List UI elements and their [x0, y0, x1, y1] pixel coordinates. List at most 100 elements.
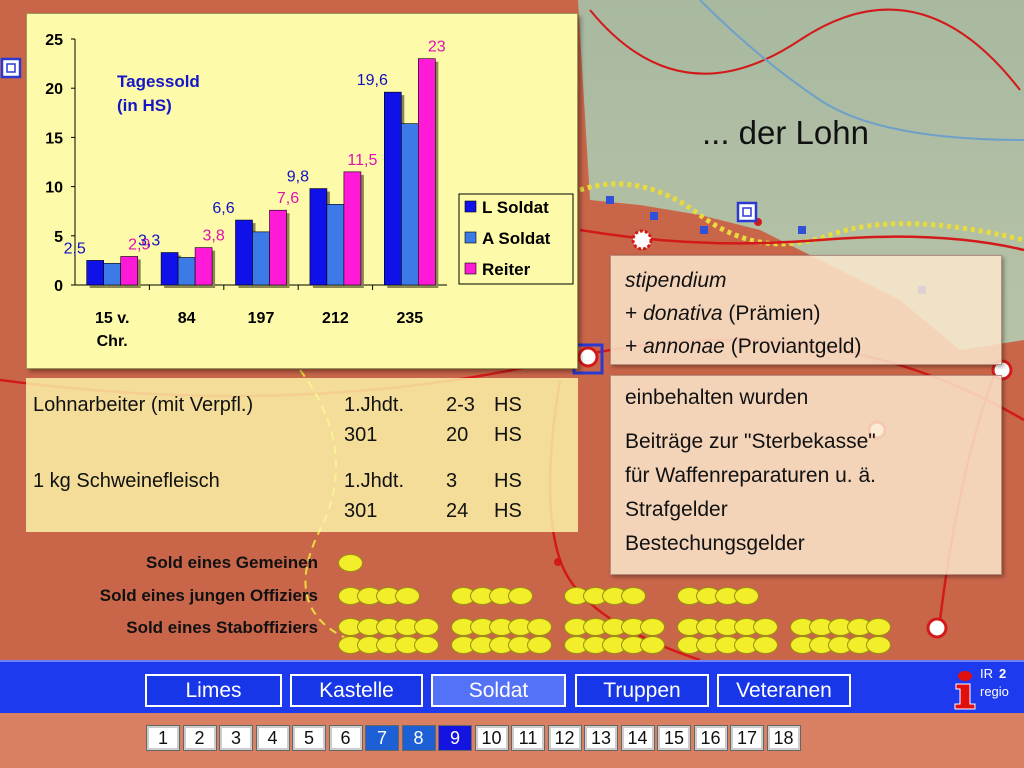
- bar-a-soldat: [103, 263, 121, 286]
- bar-l-soldat: [383, 91, 402, 286]
- plus-sign: +: [625, 335, 644, 358]
- data-label: 23: [428, 39, 446, 56]
- legend-label: Reiter: [482, 260, 531, 279]
- pay-label-junior-officer: Sold eines jungen Offiziers: [99, 586, 318, 605]
- bar-reiter: [343, 171, 362, 286]
- y-tick-label: 0: [54, 278, 63, 295]
- gold-coin-icon: [395, 587, 420, 605]
- page-button-12[interactable]: 12: [547, 725, 582, 751]
- page-button-15[interactable]: 15: [657, 725, 691, 751]
- nav-tab-soldat[interactable]: Soldat: [431, 674, 566, 707]
- table-cell-amount: 3: [446, 470, 458, 492]
- page-button-1[interactable]: 1: [146, 725, 180, 751]
- stipendium-term: stipendium: [625, 269, 727, 292]
- bar-l-soldat: [160, 252, 179, 286]
- gold-coin-icon: [866, 618, 891, 636]
- x-tick-label: 84: [178, 310, 196, 327]
- data-label: 2,9: [128, 236, 150, 253]
- gold-coin-icon: [640, 636, 665, 654]
- table-cell-unit: HS: [494, 470, 522, 492]
- logo-regio: regio: [980, 684, 1009, 699]
- y-tick-label: 10: [45, 180, 63, 197]
- donativa-term: donativa: [643, 302, 723, 325]
- bar-reiter: [120, 256, 138, 286]
- bar-a-soldat: [252, 231, 270, 286]
- page-button-6[interactable]: 6: [328, 725, 363, 751]
- x-tick-label: 15 v.: [95, 310, 129, 327]
- page-button-8[interactable]: 8: [401, 725, 436, 751]
- page-button-2[interactable]: 2: [182, 725, 217, 751]
- page-button-5[interactable]: 5: [292, 725, 326, 751]
- gold-coin-icon: [527, 618, 552, 636]
- income-line-2: + donativa (Prämien): [625, 297, 1001, 330]
- gold-coin-icon: [414, 636, 439, 654]
- chart-title-bg: [113, 67, 241, 123]
- data-label: 3,8: [202, 228, 224, 245]
- nav-tab-veteranen[interactable]: Veteranen: [717, 674, 851, 707]
- annonae-term: annonae: [643, 335, 725, 358]
- gold-coin-icon: [640, 618, 665, 636]
- legend-swatch: [464, 231, 477, 244]
- page-button-4[interactable]: 4: [255, 725, 290, 751]
- data-label: 7,6: [277, 190, 299, 207]
- bar-a-soldat: [400, 123, 419, 286]
- table-cell-unit: HS: [494, 394, 522, 416]
- page-strip: 1 2 3 4 5 6 7 8 9 10 11 12 13 14 15 16 17 18: [0, 713, 1024, 768]
- page-button-3[interactable]: 3: [219, 725, 253, 751]
- y-tick-label: 5: [54, 229, 63, 246]
- chart-title: (in HS): [117, 96, 172, 115]
- nav-tab-truppen[interactable]: Truppen: [575, 674, 709, 707]
- gold-coin-icon: [338, 554, 363, 572]
- legend-label: L Soldat: [482, 198, 549, 217]
- data-label: 9,8: [287, 169, 309, 186]
- y-tick-label: 25: [45, 32, 63, 49]
- plus-sign: +: [625, 302, 644, 325]
- legend-label: A Soldat: [482, 229, 551, 248]
- nav-bar: Limes Kastelle Soldat Truppen Veteranen: [0, 660, 1024, 713]
- y-tick-label: 20: [45, 81, 63, 98]
- x-tick-label: 197: [248, 310, 275, 327]
- page-button-18[interactable]: 18: [766, 725, 801, 751]
- deductions-info-box: einbehalten wurden Beiträge zur "Sterbek…: [610, 375, 1002, 575]
- x-tick-label: 235: [396, 310, 423, 327]
- page-button-7[interactable]: 7: [365, 725, 399, 751]
- info-logo-icon[interactable]: [952, 670, 978, 710]
- table-cell-period: 301: [344, 424, 378, 446]
- data-label: 3,3: [138, 233, 160, 250]
- income-line-1: stipendium: [625, 264, 1001, 297]
- page-button-13[interactable]: 13: [584, 725, 618, 751]
- page-button-17[interactable]: 17: [730, 725, 764, 751]
- income-line-3: + annonae (Proviantgeld): [625, 330, 1001, 363]
- bar-a-soldat: [326, 204, 345, 286]
- x-tick-label: 212: [322, 310, 349, 327]
- page-button-16[interactable]: 16: [693, 725, 728, 751]
- chart-title: Tagessold: [117, 72, 200, 91]
- nav-tab-limes[interactable]: Limes: [145, 674, 282, 707]
- chart-legend: [458, 193, 574, 285]
- table-cell-item: 1 kg Schweinefleisch: [33, 470, 220, 492]
- bar-l-soldat: [86, 260, 105, 286]
- legend-swatch: [464, 262, 477, 275]
- page-button-9[interactable]: 9: [438, 725, 472, 751]
- sold-bar-chart: 0 5 10 15 20 25 2,5 2,9 15 v. Chr. 3,3 3,8 84 6,6 7,6 1…: [45, 32, 574, 350]
- gold-coin-icon: [621, 587, 646, 605]
- logo-text: IR 2: [980, 666, 1006, 681]
- table-cell-amount: 24: [446, 500, 469, 522]
- logo-ir: IR: [980, 666, 993, 681]
- bar-reiter: [417, 58, 436, 286]
- table-cell-period: 301: [344, 500, 378, 522]
- data-label: 11,5: [347, 152, 377, 169]
- deduction-item: Bestechungsgelder: [625, 532, 805, 555]
- deductions-heading: einbehalten wurden: [625, 386, 809, 409]
- data-label: 6,6: [212, 200, 234, 217]
- logo-num: 2: [999, 666, 1007, 681]
- deduction-item: für Waffenreparaturen u. ä.: [625, 464, 876, 487]
- donativa-note: (Prämien): [722, 302, 821, 325]
- nav-tab-kastelle[interactable]: Kastelle: [290, 674, 423, 707]
- page-button-11[interactable]: 11: [511, 725, 545, 751]
- page-button-10[interactable]: 10: [474, 725, 509, 751]
- table-cell-unit: HS: [494, 424, 522, 446]
- income-info-box: stipendium + donativa (Prämien) + annona…: [610, 255, 1002, 365]
- gold-coin-icon: [734, 587, 759, 605]
- page-button-14[interactable]: 14: [620, 725, 655, 751]
